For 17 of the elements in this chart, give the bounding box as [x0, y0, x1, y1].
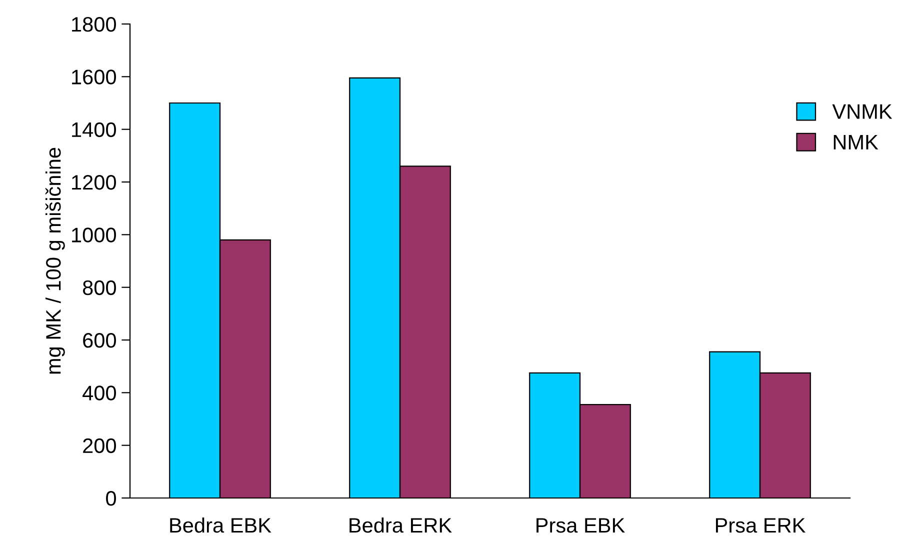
y-tick-label: 1400	[72, 122, 116, 138]
x-tick-label: Bedra EBK	[170, 517, 272, 533]
y-tick-label: 400	[82, 386, 116, 400]
legend-label: VNMK	[832, 104, 892, 119]
y-tick-label: 1800	[72, 17, 116, 32]
y-tick-label: 200	[83, 438, 116, 454]
y-tick-label: 800	[82, 280, 116, 296]
x-tick-label: Prsa EBK	[536, 518, 625, 533]
y-tick-label: 1200	[72, 175, 116, 190]
x-tick-label: Bedra ERK	[350, 517, 452, 533]
legend-label: NMK	[834, 134, 878, 150]
y-axis-title: mg MK / 100 g mišičnine	[45, 148, 65, 374]
y-tick-label: 0	[106, 491, 116, 506]
y-tick-label: 600	[83, 333, 116, 348]
y-tick-label: 1000	[72, 228, 116, 242]
y-tick-label: 1600	[72, 70, 116, 84]
x-tick-label: Prsa ERK	[716, 518, 806, 533]
